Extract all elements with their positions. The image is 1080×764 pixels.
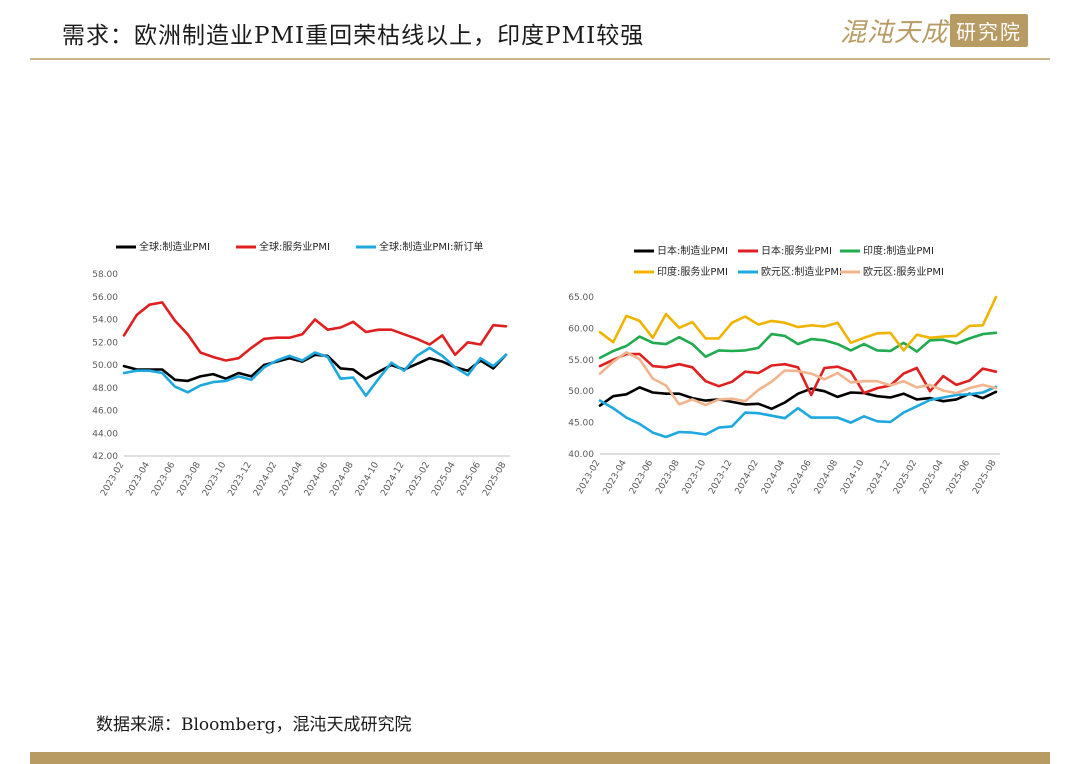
series-line-5 [598,385,998,439]
x-tick-label: 2024-06 [786,458,814,496]
x-tick-label: 2025-08 [971,458,999,496]
legend-label: 欧元区:制造业PMI [761,265,842,278]
x-tick-label: 2024-12 [866,459,893,497]
x-tick-label: 2023-02 [575,459,602,497]
legend-label: 印度:服务业PMI [657,265,728,278]
legend-label: 欧元区:服务业PMI [863,265,944,278]
y-tick-label: 46.00 [92,407,118,417]
x-tick-label: 2024-04 [760,458,788,496]
footer-bar [30,752,1050,764]
x-tick-label: 2023-06 [628,458,656,496]
y-tick-label: 50.00 [568,387,594,397]
legend-label: 全球:制造业PMI [139,240,210,253]
y-tick-label: 48.00 [92,384,118,394]
y-tick-label: 55.00 [568,356,594,366]
y-tick-label: 42.00 [92,452,118,462]
series-line-6 [598,350,998,407]
legend-label: 全球:制造业PMI:新订单 [379,240,483,253]
logo-text: 混沌天成 [839,17,948,48]
x-tick-label: 2025-02 [892,459,919,497]
x-tick-label: 2023-04 [602,458,630,496]
series-line-2 [122,301,508,362]
series-line-3 [598,331,998,360]
x-tick-label: 2023-08 [654,458,682,496]
legend-label: 印度:制造业PMI [863,244,934,257]
series-line-1 [598,386,998,411]
logo-box: 研究院 [950,13,1028,47]
series-line-2 [598,352,998,397]
y-tick-label: 60.00 [568,324,594,334]
page-title: 需求：欧洲制造业PMI重回荣枯线以上，印度PMI较强 [62,23,645,49]
y-tick-label: 52.00 [92,338,118,348]
header-divider [30,58,1050,60]
x-tick-label: 2025-04 [918,458,946,496]
brand-logo: 混沌天成 研究院 [839,13,1028,48]
series-line-3 [122,346,508,398]
y-tick-label: 58.00 [92,270,118,280]
x-tick-label: 2023-12 [707,459,734,497]
legend-label: 日本:制造业PMI [657,244,728,257]
y-tick-label: 44.00 [92,429,118,439]
x-tick-label: 2024-08 [813,458,841,496]
y-tick-label: 45.00 [568,419,594,429]
y-tick-label: 54.00 [92,316,118,326]
y-tick-label: 56.00 [92,293,118,303]
series-line-4 [598,295,998,352]
x-tick-label: 2024-02 [734,459,761,497]
data-source-note: 数据来源：Bloomberg，混沌天成研究院 [96,715,412,735]
y-tick-label: 65.00 [568,293,594,303]
legend-label: 日本:服务业PMI [761,244,832,257]
x-tick-label: 2025-06 [945,458,973,496]
x-tick-label: 2023-10 [681,458,709,496]
y-tick-label: 40.00 [568,450,594,460]
legend-label: 全球:服务业PMI [259,240,330,253]
x-tick-label: 2024-10 [839,458,867,496]
y-tick-label: 50.00 [92,361,118,371]
series-line-1 [122,353,508,383]
